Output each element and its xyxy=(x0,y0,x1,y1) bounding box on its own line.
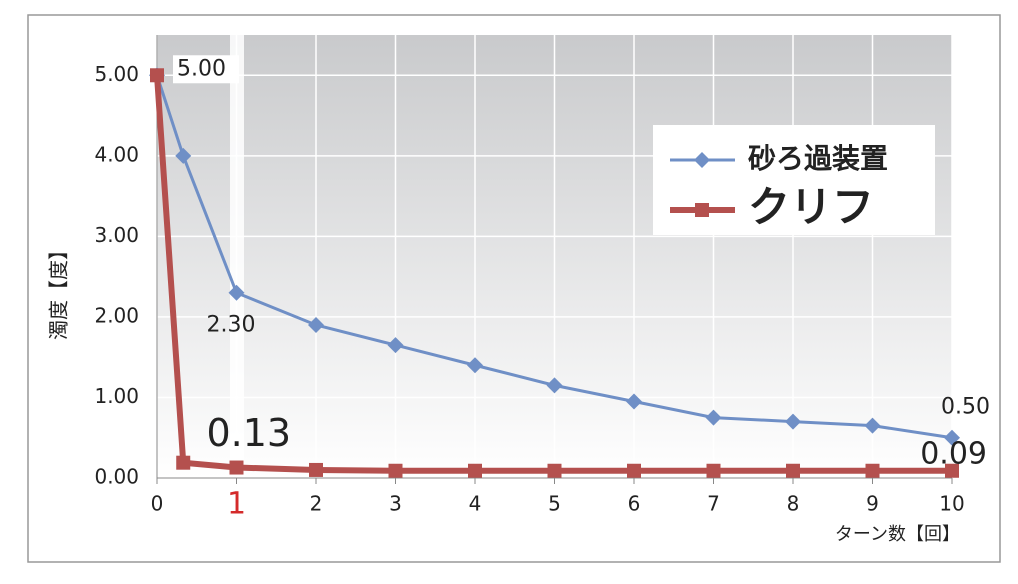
x-tick-label: 2 xyxy=(310,492,323,516)
data-label: 0.50 xyxy=(941,395,990,420)
data-label: 0.13 xyxy=(207,411,292,455)
marker xyxy=(309,462,323,477)
series-line xyxy=(155,74,953,440)
y-tick-label: 2.00 xyxy=(94,303,139,327)
marker xyxy=(546,377,563,394)
data-label: 5.00 xyxy=(177,56,226,81)
marker xyxy=(864,417,881,434)
marker xyxy=(944,429,960,446)
x-tick-label: 3 xyxy=(389,492,402,516)
marker xyxy=(626,393,642,410)
marker xyxy=(705,409,722,426)
x-tick-label: 10 xyxy=(939,492,964,516)
y-tick-label: 1.00 xyxy=(94,384,139,408)
x-tick-label: 9 xyxy=(866,492,879,516)
marker xyxy=(547,463,562,478)
legend-label: 砂ろ過装置 xyxy=(748,142,888,175)
marker xyxy=(308,316,324,333)
y-axis-label: 濁度【度】 xyxy=(47,240,71,340)
marker xyxy=(695,203,709,217)
label-bg xyxy=(173,55,239,84)
y-tick-label: 3.00 xyxy=(94,223,139,247)
marker xyxy=(150,68,164,83)
marker xyxy=(175,147,192,164)
data-label: 2.30 xyxy=(207,313,256,338)
data-label: 0.09 xyxy=(920,436,987,471)
marker xyxy=(387,337,404,354)
marker xyxy=(865,463,880,478)
x-tick-label: 6 xyxy=(628,492,641,516)
marker xyxy=(694,152,710,168)
marker xyxy=(228,284,245,301)
x-tick-label: 4 xyxy=(469,492,482,516)
marker xyxy=(706,463,721,478)
x-axis-label: ターン数【回】 xyxy=(835,524,960,545)
marker xyxy=(388,463,403,478)
marker xyxy=(176,455,191,470)
marker xyxy=(468,463,482,478)
marker xyxy=(785,413,801,430)
x-tick-label: 8 xyxy=(787,492,800,516)
marker xyxy=(786,463,800,478)
x-tick-label: 1 xyxy=(227,487,246,522)
y-tick-label: 5.00 xyxy=(94,62,139,86)
y-tick-label: 0.00 xyxy=(94,465,139,489)
series-line xyxy=(154,75,952,474)
marker xyxy=(945,463,959,478)
x-tick-label: 0 xyxy=(151,492,164,516)
legend-label: クリフ xyxy=(748,183,874,232)
x-tick-label: 5 xyxy=(548,492,561,516)
marker xyxy=(627,463,641,478)
y-tick-label: 4.00 xyxy=(94,142,139,166)
marker xyxy=(229,460,244,475)
marker xyxy=(467,357,483,374)
x-tick-label: 7 xyxy=(707,492,720,516)
